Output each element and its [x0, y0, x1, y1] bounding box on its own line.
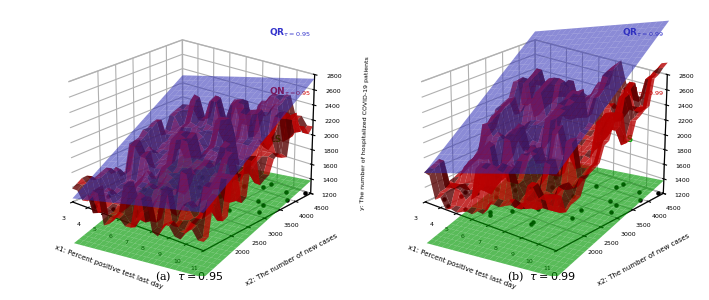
Text: QR$_{\tau=0.99}$: QR$_{\tau=0.99}$	[622, 27, 664, 39]
Y-axis label: x2: The number of new cases: x2: The number of new cases	[597, 232, 691, 286]
Text: QN$_{\tau=0.99}$: QN$_{\tau=0.99}$	[622, 85, 664, 98]
Title: (b)  $\tau = 0.99$: (b) $\tau = 0.99$	[507, 269, 576, 284]
Text: LS: LS	[269, 136, 281, 145]
X-axis label: x1: Percent positive test last day: x1: Percent positive test last day	[54, 244, 164, 290]
Text: QN$_{\tau=0.95}$: QN$_{\tau=0.95}$	[269, 85, 311, 98]
Text: LS: LS	[622, 136, 634, 145]
Title: (a)  $\tau = 0.95$: (a) $\tau = 0.95$	[155, 269, 223, 284]
X-axis label: x1: Percent positive test last day: x1: Percent positive test last day	[407, 244, 516, 290]
Text: QR$_{\tau=0.95}$: QR$_{\tau=0.95}$	[269, 27, 311, 39]
Y-axis label: x2: The number of new cases: x2: The number of new cases	[244, 232, 338, 286]
